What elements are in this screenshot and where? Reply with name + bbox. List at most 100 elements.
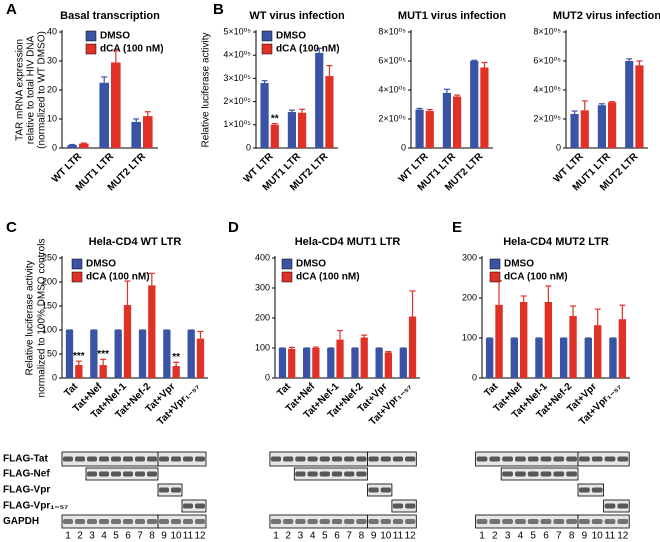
lane-number: 5: [530, 531, 536, 542]
bar: [138, 330, 147, 378]
bar: [584, 338, 592, 378]
bar: [303, 348, 311, 378]
y-tick-label: 5×10⁰⁵: [223, 26, 251, 36]
lane-number: 12: [405, 531, 417, 542]
bar: [288, 348, 296, 378]
legend-label: DMSO: [86, 259, 116, 270]
blot-band: [405, 519, 416, 524]
bar: [148, 285, 156, 378]
blot-band: [270, 456, 282, 462]
chart-title: Hela-CD4 MUT1 LTR: [295, 236, 401, 248]
panel-letter: E: [452, 219, 462, 236]
bar: [75, 365, 83, 378]
blot-band: [307, 519, 318, 524]
blot-band: [319, 519, 330, 524]
bar: [327, 348, 335, 378]
blot-band: [617, 503, 629, 509]
blot-band: [515, 519, 526, 524]
bar: [625, 61, 634, 148]
blot-band: [540, 456, 552, 462]
y-tick-label: 1×10⁰⁵: [223, 119, 251, 129]
blot-band: [122, 519, 134, 524]
blot-band: [579, 456, 590, 462]
bar: [594, 325, 602, 378]
y-tick-label: 200: [462, 292, 477, 302]
blot-band: [617, 456, 629, 462]
chart-title: Hela-CD4 WT LTR: [89, 236, 182, 248]
blot-band: [515, 471, 526, 477]
blot-band: [295, 456, 306, 462]
y-axis-label: Relative luciferase activity: [201, 32, 212, 147]
lane-number: 12: [617, 531, 629, 542]
bar: [570, 113, 579, 148]
bar: [375, 348, 383, 378]
blot-band: [331, 456, 343, 462]
legend-swatch: [85, 43, 97, 55]
blot-band: [356, 519, 367, 524]
x-tick-label: Tat: [275, 381, 293, 399]
blot-band: [553, 519, 565, 524]
annotation: **: [271, 113, 279, 124]
lane-number: 2: [77, 531, 83, 542]
bar: [609, 338, 617, 378]
legend-swatch: [281, 271, 293, 283]
blot-label: FLAG-Tat: [3, 454, 48, 465]
blot-band: [86, 519, 98, 524]
blot-band: [307, 456, 318, 462]
bar: [114, 330, 122, 378]
annotation: **: [172, 352, 180, 363]
blot-band: [489, 519, 501, 524]
blot-label: FLAG-Vpr₁₋₅₇: [3, 501, 68, 512]
legend-label: dCA (100 nM): [276, 44, 340, 55]
blot-box: [293, 467, 368, 481]
lane-number: 4: [101, 531, 107, 542]
bar: [399, 348, 407, 378]
y-tick-label: 30: [47, 55, 57, 65]
blot-band: [134, 471, 146, 477]
blot-box: [603, 499, 630, 513]
bar: [196, 338, 205, 378]
y-tick-label: 300: [462, 252, 477, 262]
y-tick-label: 4×10⁰⁵: [378, 84, 406, 94]
y-tick-label: 0: [401, 142, 406, 152]
blot-band: [110, 519, 122, 524]
blot-band: [146, 456, 158, 462]
lane-number: 5: [322, 531, 328, 542]
blot-band: [502, 471, 513, 477]
annotation: ***: [97, 349, 109, 360]
blot-band: [502, 456, 513, 462]
legend-swatch: [281, 258, 293, 270]
blot-band: [331, 471, 343, 477]
bar: [270, 124, 279, 148]
y-axis-label: normalized to 100% DMSO controls: [37, 239, 48, 398]
blot-band: [170, 519, 182, 524]
blot-band: [86, 456, 98, 462]
panel-letter: B: [213, 1, 224, 18]
blot-band: [182, 456, 194, 462]
lane-number: 9: [371, 531, 377, 542]
blot-band: [146, 519, 158, 524]
blot-band: [540, 471, 552, 477]
bar: [287, 112, 296, 148]
legend-swatch: [71, 258, 83, 270]
y-tick-label: 0: [265, 372, 270, 382]
blot-band: [62, 456, 74, 462]
y-tick-label: 8×10⁰⁵: [378, 26, 406, 36]
y-tick-label: 0: [472, 372, 477, 382]
blot-band: [344, 456, 355, 462]
x-tick-label: Tat: [62, 381, 80, 399]
blot-band: [515, 456, 526, 462]
blot-box: [85, 467, 159, 481]
bar: [510, 338, 518, 378]
lane-number: 7: [346, 531, 352, 542]
y-tick-label: 6×10⁰⁵: [533, 55, 561, 65]
bar: [260, 83, 269, 148]
y-tick-label: 100: [42, 324, 57, 334]
blot-band: [392, 519, 404, 524]
blot-band: [194, 519, 206, 524]
blot-band: [74, 519, 86, 524]
bar: [608, 102, 617, 148]
lane-number: 4: [518, 531, 524, 542]
blot-band: [566, 471, 577, 477]
